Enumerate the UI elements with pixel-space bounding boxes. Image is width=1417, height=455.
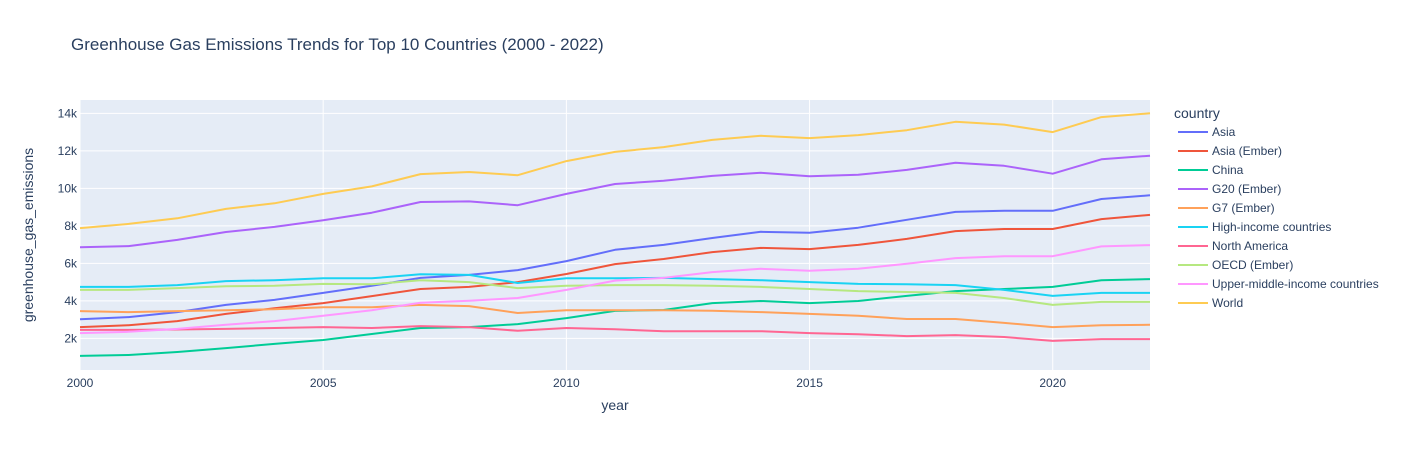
legend-label: Upper-middle-income countries [1212, 277, 1379, 291]
x-tick-label: 2020 [1039, 376, 1066, 390]
legend-title: country [1174, 105, 1220, 121]
legend-item[interactable]: High-income countries [1178, 220, 1331, 234]
x-axis-ticks: 2000 2005 2010 2015 2020 [67, 376, 1067, 390]
legend-label: North America [1212, 239, 1288, 253]
legend-label: World [1212, 296, 1243, 310]
y-tick-label: 2k [64, 331, 78, 345]
legend-label: G20 (Ember) [1212, 182, 1281, 196]
y-tick-label: 14k [58, 106, 78, 120]
legend-item[interactable]: G7 (Ember) [1178, 201, 1275, 215]
x-tick-label: 2000 [67, 376, 94, 390]
y-axis-ticks: 2k 4k 6k 8k 10k 12k 14k [58, 106, 78, 345]
x-tick-label: 2010 [553, 376, 580, 390]
series-line-world [79, 112, 1151, 230]
grid-lines [79, 100, 1150, 370]
series-line-asia [79, 194, 1151, 321]
y-tick-label: 4k [64, 294, 78, 308]
series-line-g7-ember- [79, 303, 1151, 329]
series-lines [79, 112, 1151, 357]
legend-item[interactable]: G20 (Ember) [1178, 182, 1281, 196]
legend-item[interactable]: World [1178, 296, 1243, 310]
plot-area [80, 100, 1150, 370]
chart-title: Greenhouse Gas Emissions Trends for Top … [71, 35, 604, 54]
legend[interactable]: country Asia Asia (Ember) China G20 (Ember)… [1174, 105, 1379, 310]
legend-label: Asia (Ember) [1212, 144, 1282, 158]
legend-label: High-income countries [1212, 220, 1331, 234]
legend-item[interactable]: OECD (Ember) [1178, 258, 1293, 272]
x-axis-label: year [601, 397, 629, 413]
series-line-g20-ember- [79, 154, 1151, 249]
legend-label: OECD (Ember) [1212, 258, 1293, 272]
legend-label: China [1212, 163, 1244, 177]
legend-item[interactable]: Asia [1178, 125, 1236, 139]
series-line-oecd-ember- [80, 279, 1150, 306]
series-line-upper-middle-income-countries [79, 244, 1151, 335]
series-line-high-income-countries [80, 273, 1150, 297]
x-tick-label: 2005 [310, 376, 337, 390]
y-tick-label: 8k [64, 219, 78, 233]
legend-label: G7 (Ember) [1212, 201, 1275, 215]
legend-item[interactable]: Upper-middle-income countries [1178, 277, 1379, 291]
y-tick-label: 10k [58, 181, 78, 195]
y-axis-label: greenhouse_gas_emissions [20, 148, 36, 322]
legend-item[interactable]: North America [1178, 239, 1288, 253]
y-tick-label: 6k [64, 256, 78, 270]
x-tick-label: 2015 [796, 376, 823, 390]
series-line-north-america [80, 325, 1150, 342]
y-tick-label: 12k [58, 144, 78, 158]
legend-item[interactable]: Asia (Ember) [1178, 144, 1282, 158]
legend-label: Asia [1212, 125, 1236, 139]
legend-item[interactable]: China [1178, 163, 1244, 177]
